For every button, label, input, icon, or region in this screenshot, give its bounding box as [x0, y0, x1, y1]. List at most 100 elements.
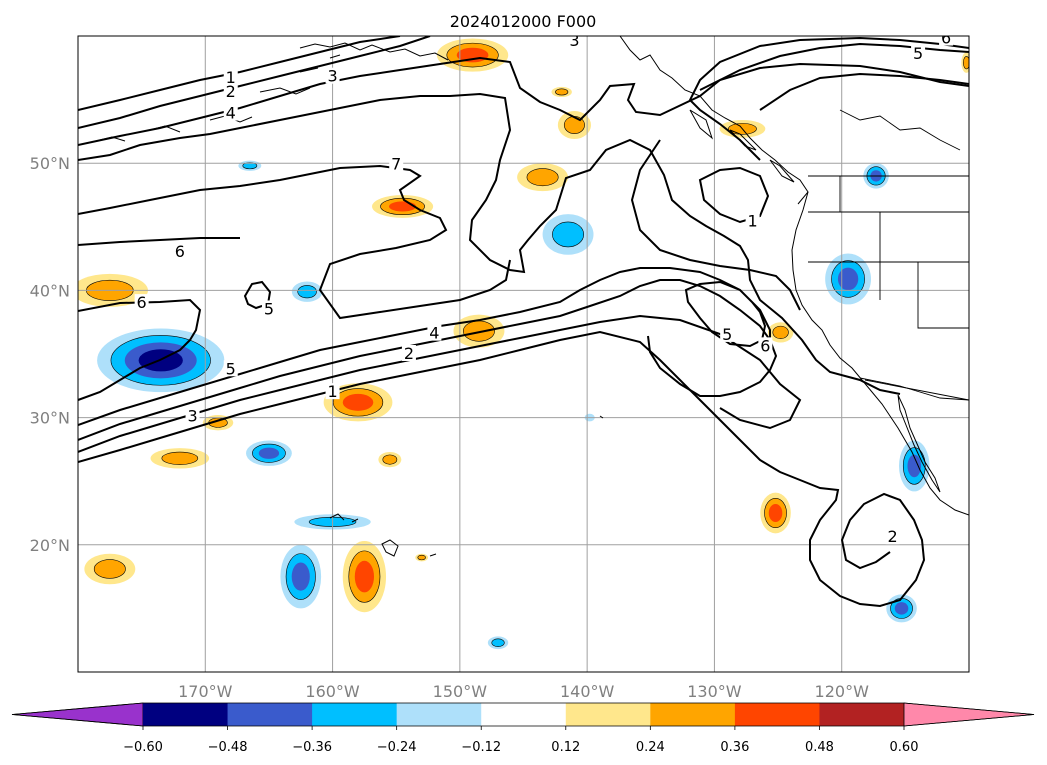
- contour-label: 3: [327, 67, 337, 86]
- negative-anomaly-blob: [246, 440, 292, 466]
- map-title: 2024012000 F000: [450, 12, 597, 31]
- contour-label-mask: [389, 155, 404, 172]
- colorbar: −0.60 −0.48 −0.36 −0.24 −0.12 0.12 0.24 0.36 0.4…: [11, 702, 1035, 755]
- contour-label: 6: [941, 29, 951, 48]
- positive-anomaly-blob: [323, 383, 393, 422]
- colorbar-tick-label: 0.36: [720, 740, 749, 755]
- anomaly-level-fill: [242, 162, 258, 170]
- canada-interior: [839, 109, 961, 151]
- contour-line: [78, 314, 802, 453]
- contour-label: 5: [722, 325, 732, 344]
- contour-label-mask: [911, 44, 926, 61]
- negative-anomaly-blob: [238, 160, 262, 171]
- anomaly-level-fill: [526, 168, 559, 187]
- contour-label-mask: [939, 36, 954, 46]
- negative-anomaly-blob: [291, 281, 323, 302]
- lat-tick-label: 20°N: [30, 536, 70, 555]
- contour-label: 5: [913, 44, 923, 63]
- contour-label-mask: [720, 325, 735, 342]
- colorbar-tick-label: 0.12: [551, 740, 580, 755]
- contour-line: [630, 139, 801, 311]
- contour-line: [78, 237, 240, 246]
- contour-label: 2: [226, 82, 236, 101]
- contour-line: [78, 279, 778, 441]
- contour-label-mask: [325, 67, 340, 84]
- negative-anomaly-blob: [542, 214, 594, 255]
- contour-label: 2: [888, 527, 898, 546]
- state-lines: [808, 176, 969, 401]
- contour-line: [78, 164, 511, 320]
- anomaly-level-fill: [772, 325, 789, 339]
- positive-anomaly-blob: [342, 540, 387, 613]
- colorbar-segment: [565, 703, 651, 726]
- negative-anomaly-blob: [825, 253, 871, 305]
- contour-label-mask: [223, 82, 238, 99]
- colorbar-tick-label: −0.24: [377, 740, 417, 755]
- contour-label: 3: [569, 31, 579, 50]
- positive-anomaly-blob: [436, 38, 509, 72]
- plot-frame: [77, 35, 970, 673]
- contour-line: [78, 56, 969, 146]
- contour-label-mask: [567, 36, 582, 49]
- colorbar-tick-label: −0.36: [292, 740, 332, 755]
- positive-anomaly-blob: [517, 163, 569, 192]
- contour-label: 5: [264, 299, 274, 318]
- lon-tick-label: 120°W: [815, 682, 870, 701]
- contour-line: [78, 330, 926, 608]
- contour-label: 1: [327, 382, 337, 401]
- negative-anomaly-blob: [487, 636, 509, 650]
- anomaly-level-fill: [894, 602, 909, 615]
- contour-label-mask: [885, 528, 900, 545]
- mexico-border: [859, 377, 969, 401]
- anomaly-level-fill: [291, 562, 310, 591]
- anomaly-level-fill: [354, 560, 375, 593]
- contour-label-mask: [745, 212, 760, 229]
- anomaly-level-fill: [491, 638, 505, 647]
- anomaly-level-fill: [161, 451, 199, 465]
- colorbar-segment: [734, 703, 820, 726]
- contour-label: 1: [748, 212, 758, 231]
- lon-tick-label: 140°W: [560, 682, 615, 701]
- contour-line: [78, 298, 202, 401]
- contour-line: [243, 280, 272, 310]
- hawaii-islands: [329, 415, 604, 557]
- colorbar-extend-low: [11, 702, 144, 727]
- anomaly-level-fill: [837, 267, 859, 291]
- colorbar-tick-label: −0.12: [461, 740, 501, 755]
- lon-tick-label: 150°W: [433, 682, 488, 701]
- contour-label: 4: [226, 104, 236, 123]
- anomaly-level-fill: [389, 201, 417, 212]
- positive-anomaly-blob: [150, 448, 210, 469]
- contour-label-mask: [223, 360, 238, 377]
- plot-background: [78, 36, 969, 672]
- lon-tick-label: 160°W: [305, 682, 360, 701]
- lon-tick-label: 130°W: [687, 682, 742, 701]
- contour-line: [78, 36, 431, 129]
- colorbar-segment: [227, 703, 313, 726]
- contour-label: 4: [429, 324, 439, 343]
- colorbar-tick-label: 0.60: [890, 740, 919, 755]
- colorbar-tick-label: −0.60: [123, 740, 163, 755]
- contour-label-mask: [185, 407, 200, 424]
- anomaly-level-fill: [907, 454, 922, 478]
- anomaly-level-fill: [382, 454, 398, 465]
- lat-tick-label: 40°N: [30, 281, 70, 300]
- contour-label: 2: [404, 344, 414, 363]
- colorbar-tick-label: 0.48: [805, 740, 834, 755]
- contour-label-mask: [134, 294, 149, 311]
- colorbar-tick-label: −0.48: [208, 740, 248, 755]
- contour-line: [688, 36, 969, 161]
- anomaly-level-fill: [462, 320, 495, 342]
- negative-anomaly-blob: [280, 544, 322, 609]
- negative-anomaly-blob: [898, 440, 930, 492]
- colorbar-segment: [819, 703, 905, 726]
- contour-label: 6: [175, 242, 185, 261]
- contour-label: 7: [391, 154, 401, 173]
- anomaly-level-fill: [555, 88, 569, 96]
- positive-anomaly-blob: [760, 492, 791, 534]
- contour-label-mask: [427, 324, 442, 341]
- colorbar-segment: [143, 703, 229, 726]
